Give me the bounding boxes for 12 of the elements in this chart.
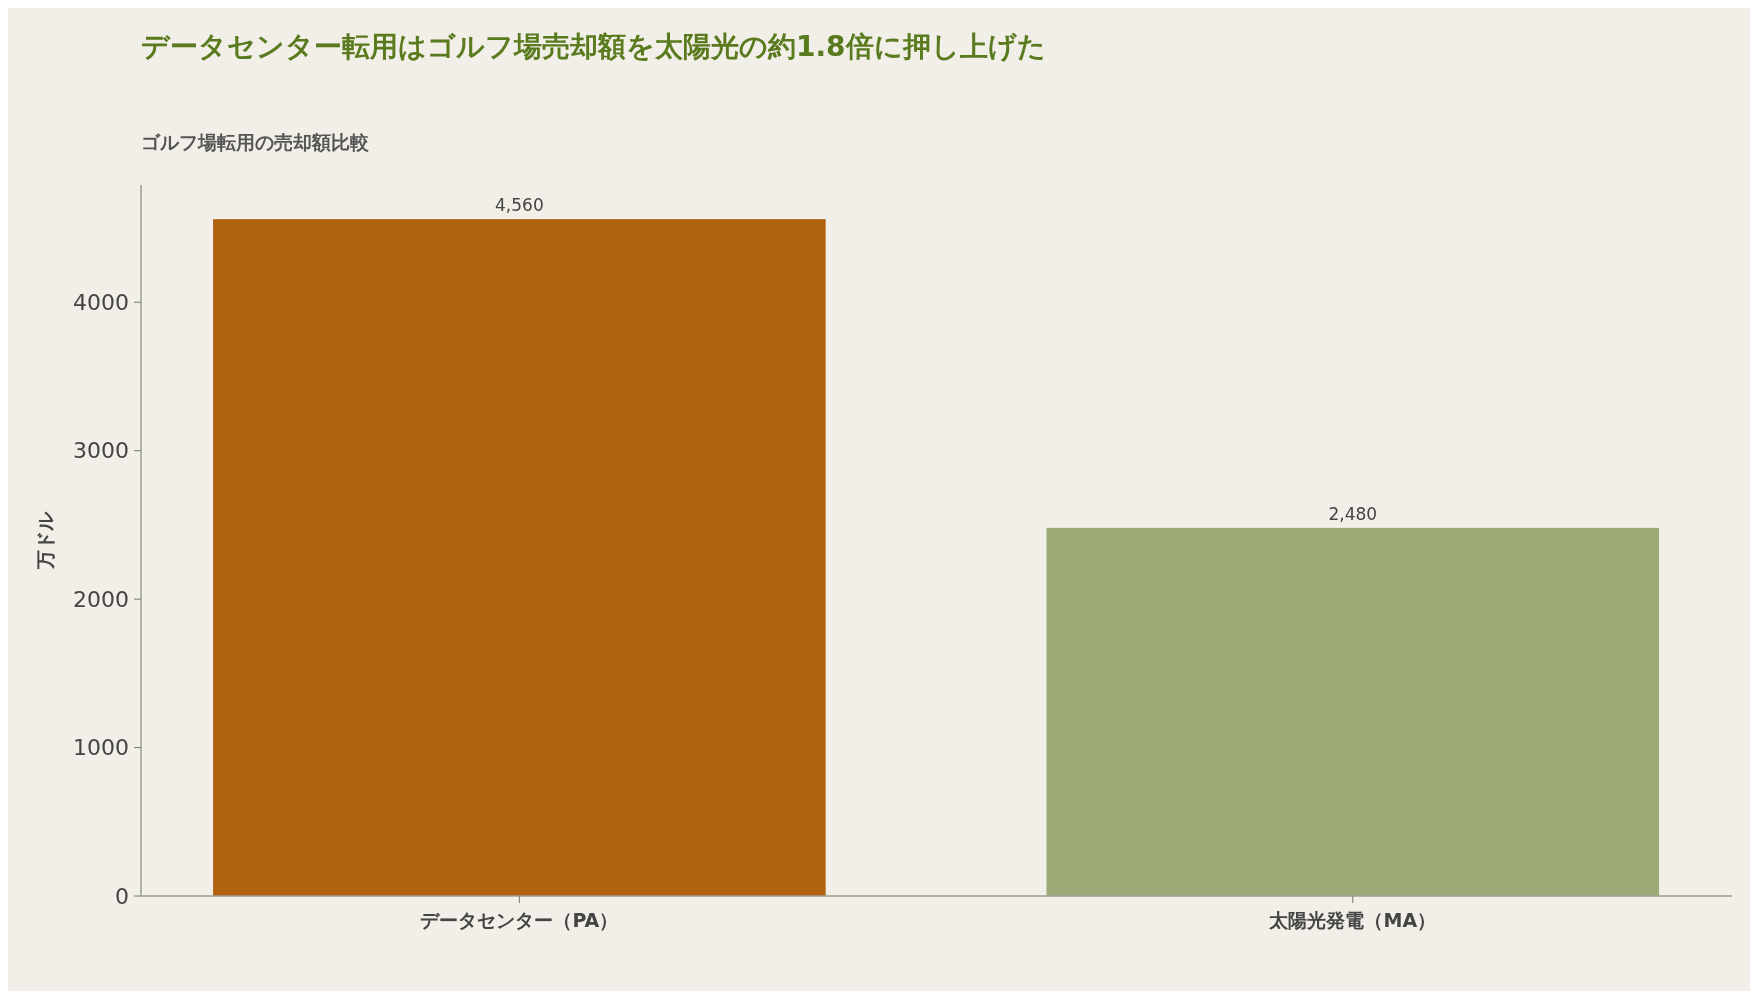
y-tick-label: 4000 [73, 289, 129, 315]
chart-title: データセンター転用はゴルフ場売却額を太陽光の約1.8倍に押し上げた [141, 30, 1046, 63]
x-tick-label: データセンター（PA） [420, 909, 619, 931]
chart-subtitle: ゴルフ場転用の売却額比較 [141, 131, 370, 153]
x-tick-label: 太陽光発電（MA） [1268, 909, 1437, 931]
y-axis-title: 万ドル [34, 511, 56, 570]
y-tick-label: 3000 [73, 438, 129, 464]
y-tick-label: 1000 [73, 735, 129, 761]
data-label: 2,480 [1328, 503, 1378, 524]
data-label: 4,560 [495, 195, 544, 216]
y-tick-label: 0 [115, 883, 129, 909]
y-tick-label: 2000 [73, 586, 129, 612]
